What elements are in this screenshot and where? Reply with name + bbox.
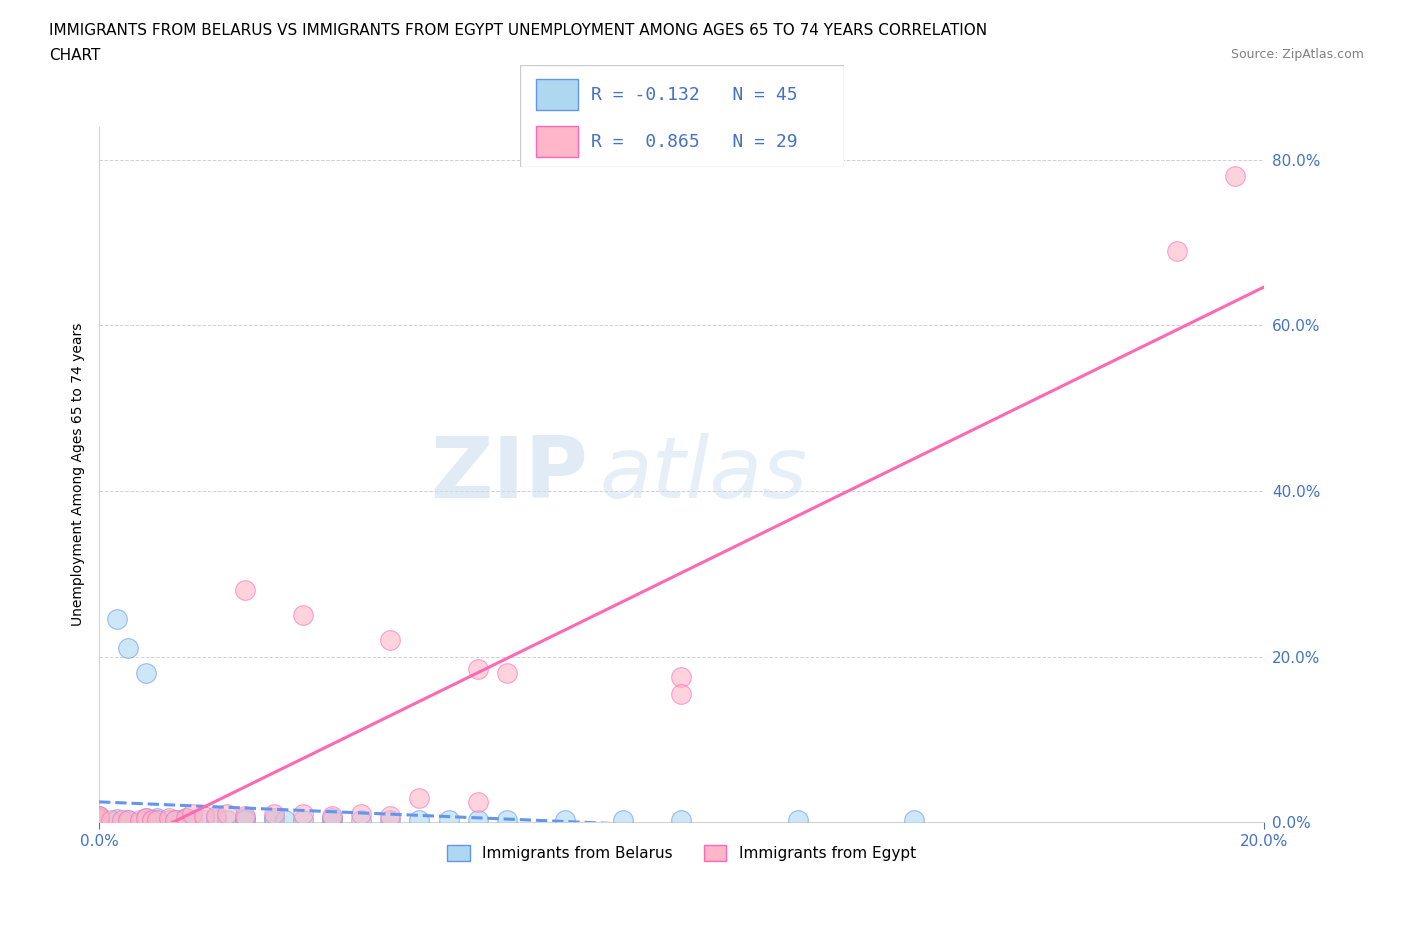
Point: [467, 813, 489, 828]
Text: Source: ZipAtlas.com: Source: ZipAtlas.com: [1230, 48, 1364, 61]
Legend: Immigrants from Belarus, Immigrants from Egypt: Immigrants from Belarus, Immigrants from…: [441, 839, 922, 867]
Point: [193, 813, 215, 828]
Point: [141, 813, 163, 828]
Text: ZIP: ZIP: [430, 433, 588, 516]
Point: [169, 813, 191, 828]
Point: [100, 813, 122, 828]
Point: [117, 641, 139, 656]
Point: [437, 813, 460, 828]
Point: [263, 813, 285, 828]
Point: [408, 790, 430, 805]
Point: [163, 813, 186, 828]
Point: [146, 813, 169, 828]
Point: [128, 813, 150, 828]
Point: [146, 813, 169, 828]
Point: [89, 811, 111, 826]
Point: [146, 815, 169, 830]
Point: [495, 666, 517, 681]
Point: [105, 612, 128, 627]
Point: [181, 813, 204, 828]
Point: [263, 811, 285, 826]
Point: [89, 808, 111, 823]
Point: [233, 808, 256, 823]
Point: [903, 813, 925, 828]
Point: [408, 813, 430, 828]
Point: [671, 670, 693, 684]
Point: [128, 815, 150, 830]
Point: [321, 808, 343, 823]
Point: [291, 608, 314, 623]
Text: atlas: atlas: [600, 433, 808, 516]
Point: [380, 808, 402, 823]
Point: [181, 806, 204, 821]
Point: [350, 806, 373, 821]
Point: [105, 812, 128, 827]
Point: [176, 811, 198, 826]
Point: [176, 811, 198, 826]
Point: [146, 811, 169, 826]
Text: R =  0.865   N = 29: R = 0.865 N = 29: [592, 133, 799, 151]
Point: [117, 813, 139, 828]
Point: [350, 813, 373, 828]
Point: [233, 583, 256, 598]
Point: [380, 813, 402, 828]
Point: [554, 813, 576, 828]
Point: [117, 815, 139, 830]
Point: [111, 813, 134, 828]
Point: [135, 666, 157, 681]
Point: [89, 808, 111, 823]
Point: [157, 811, 180, 826]
Point: [135, 811, 157, 826]
Point: [135, 811, 157, 826]
Point: [233, 811, 256, 826]
Point: [321, 811, 343, 826]
Point: [1223, 169, 1246, 184]
Point: [100, 815, 122, 830]
Text: CHART: CHART: [49, 48, 101, 63]
Point: [204, 808, 226, 823]
Point: [204, 811, 226, 826]
Text: R = -0.132   N = 45: R = -0.132 N = 45: [592, 86, 799, 104]
Point: [291, 806, 314, 821]
Point: [89, 815, 111, 830]
Point: [89, 813, 111, 828]
Point: [612, 813, 634, 828]
Point: [467, 662, 489, 677]
Point: [157, 813, 180, 828]
Point: [467, 794, 489, 809]
Point: [89, 811, 111, 826]
Point: [117, 813, 139, 828]
Point: [380, 632, 402, 647]
Point: [89, 811, 111, 826]
FancyBboxPatch shape: [520, 65, 844, 167]
Y-axis label: Unemployment Among Ages 65 to 74 years: Unemployment Among Ages 65 to 74 years: [72, 323, 86, 626]
Point: [135, 813, 157, 828]
Point: [193, 808, 215, 823]
Point: [89, 813, 111, 828]
Point: [495, 813, 517, 828]
Point: [217, 806, 239, 821]
Point: [233, 813, 256, 828]
Point: [671, 686, 693, 701]
Point: [321, 813, 343, 828]
Point: [263, 806, 285, 821]
Text: IMMIGRANTS FROM BELARUS VS IMMIGRANTS FROM EGYPT UNEMPLOYMENT AMONG AGES 65 TO 7: IMMIGRANTS FROM BELARUS VS IMMIGRANTS FR…: [49, 23, 987, 38]
Point: [671, 813, 693, 828]
Point: [176, 813, 198, 828]
Point: [163, 813, 186, 828]
Point: [787, 813, 810, 828]
Point: [204, 813, 226, 828]
Bar: [537, 79, 578, 110]
Point: [1166, 244, 1188, 259]
Point: [217, 813, 239, 828]
Point: [274, 813, 297, 828]
Point: [141, 813, 163, 828]
Point: [291, 813, 314, 828]
Bar: [537, 126, 578, 157]
